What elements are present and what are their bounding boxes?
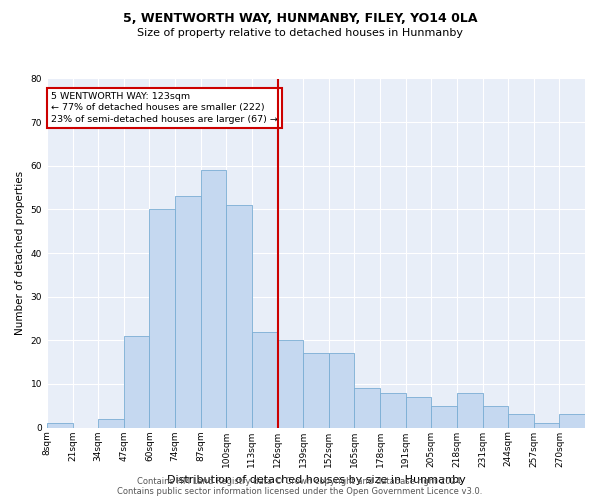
Bar <box>98 419 124 428</box>
Bar <box>508 414 534 428</box>
Bar <box>303 354 329 428</box>
Text: 5, WENTWORTH WAY, HUNMANBY, FILEY, YO14 0LA: 5, WENTWORTH WAY, HUNMANBY, FILEY, YO14 … <box>123 12 477 26</box>
Bar <box>278 340 303 428</box>
Bar <box>226 205 252 428</box>
Bar <box>534 423 559 428</box>
Bar <box>124 336 149 428</box>
Text: Size of property relative to detached houses in Hunmanby: Size of property relative to detached ho… <box>137 28 463 38</box>
Bar <box>559 414 585 428</box>
Bar <box>406 397 431 428</box>
Y-axis label: Number of detached properties: Number of detached properties <box>15 171 25 335</box>
Text: Contains HM Land Registry data © Crown copyright and database right 2024.
Contai: Contains HM Land Registry data © Crown c… <box>118 476 482 496</box>
Bar <box>482 406 508 427</box>
Bar <box>329 354 355 428</box>
X-axis label: Distribution of detached houses by size in Hunmanby: Distribution of detached houses by size … <box>167 475 466 485</box>
Bar <box>47 423 73 428</box>
Bar <box>431 406 457 427</box>
Bar <box>175 196 200 428</box>
Bar <box>355 388 380 428</box>
Bar <box>200 170 226 427</box>
Text: 5 WENTWORTH WAY: 123sqm
← 77% of detached houses are smaller (222)
23% of semi-d: 5 WENTWORTH WAY: 123sqm ← 77% of detache… <box>51 92 278 124</box>
Bar <box>380 392 406 428</box>
Bar <box>457 392 482 428</box>
Bar <box>149 210 175 428</box>
Bar <box>252 332 278 428</box>
